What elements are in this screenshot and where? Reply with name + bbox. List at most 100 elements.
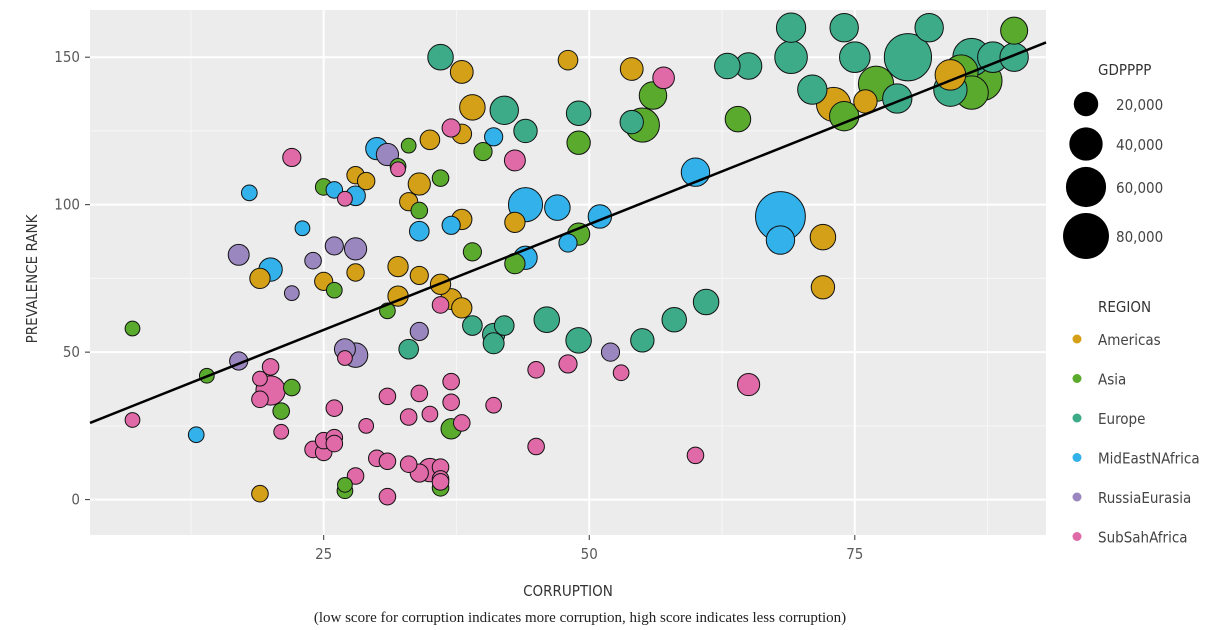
point-americas [251,484,269,503]
point-mideastnafrica [544,194,571,221]
point-subsahafrica [124,412,141,428]
point-asia [325,281,343,299]
region-legend-key [1072,334,1082,344]
point-subsahafrica [378,452,397,471]
size-legend-key [1073,91,1099,117]
point-russiaeurasia [283,285,300,302]
region-legend-label: RussiaEurasia [1098,489,1191,507]
point-europe [692,288,720,316]
point-asia [431,169,450,187]
point-europe [533,306,561,333]
point-subsahafrica [337,350,353,366]
point-americas [459,94,486,121]
point-americas [810,275,836,300]
point-americas [809,223,837,251]
size-legend-title: GDPPPP [1098,61,1151,79]
point-asia [283,378,301,397]
point-subsahafrica [261,358,280,376]
data-points [124,12,1029,506]
size-legend-key [1065,166,1107,208]
point-mideastnafrica [484,127,504,147]
x-tick-label: 75 [846,545,863,563]
point-europe [619,109,644,135]
size-legend-label: 20,000 [1116,96,1163,114]
point-russiaeurasia [324,236,344,256]
region-legend-key [1072,453,1082,462]
color-legend: Americas Asia Europe MidEastNAfrica RussiaEu… [1072,331,1200,547]
x-tick-label: 25 [315,545,332,563]
point-subsahafrica [378,487,397,506]
point-europe [661,306,687,333]
point-subsahafrica [399,408,418,426]
point-subsahafrica [736,372,761,397]
point-subsahafrica [378,387,397,406]
region-legend-label: Americas [1098,331,1161,349]
point-russiaeurasia [343,237,368,261]
point-mideastnafrica [558,233,578,253]
point-russiaeurasia [409,321,429,342]
axes: 25 50 75 0 50 100 150 [54,48,863,563]
region-legend-key [1072,492,1082,502]
point-subsahafrica [485,396,502,414]
point-asia [124,320,141,337]
point-subsahafrica [282,147,302,168]
point-americas [356,171,376,191]
size-legend: 20,000 40,000 60,000 80,000 [1063,91,1163,259]
point-europe [829,12,859,43]
region-legend-label: SubSahAfrica [1098,529,1188,547]
point-subsahafrica [273,423,290,440]
point-asia [462,242,482,262]
point-asia [724,105,752,133]
point-americas [387,255,409,278]
size-legend-label: 40,000 [1116,136,1163,154]
point-europe [489,95,519,125]
point-asia [410,201,429,220]
x-axis-title: CORRUPTION [523,582,613,600]
point-subsahafrica [442,393,460,412]
point-subsahafrica [251,390,269,409]
color-legend-title: REGION [1098,298,1151,316]
region-legend-label: Asia [1098,371,1126,389]
point-subsahafrica [686,446,705,465]
region-legend-key [1072,374,1082,383]
point-americas [451,297,473,319]
point-americas [449,60,474,84]
point-americas [557,49,579,71]
point-americas [504,211,526,234]
point-asia [337,476,353,493]
y-tick-label: 0 [71,491,80,509]
point-europe [914,12,944,43]
point-russiaeurasia [227,243,250,266]
size-legend-key [1069,127,1103,161]
chart-caption: (low score for corruption indicates more… [314,610,846,626]
point-asia [473,141,493,162]
point-mideastnafrica [294,220,311,237]
point-subsahafrica [612,364,630,382]
point-mideastnafrica [765,225,796,255]
point-americas [407,172,431,196]
point-subsahafrica [431,473,450,491]
point-subsahafrica [527,437,545,456]
point-subsahafrica [337,190,353,207]
point-europe [482,332,505,355]
point-asia [638,81,668,110]
region-legend-label: MidEastNAfrica [1098,450,1200,468]
point-europe [797,74,828,105]
point-subsahafrica [431,296,450,314]
point-asia [400,137,417,154]
trend-line [89,41,1047,425]
point-europe [883,33,933,82]
point-europe [427,43,454,71]
y-tick-label: 50 [63,343,80,361]
region-legend-key [1072,532,1082,541]
y-axis-title: PREVALENCE RANK [23,213,41,343]
point-subsahafrica [421,405,439,423]
point-mideastnafrica [187,426,205,444]
point-subsahafrica [503,149,526,172]
point-subsahafrica [442,372,460,391]
point-subsahafrica [652,66,675,90]
point-asia [1000,16,1029,45]
point-europe [462,315,483,336]
region-legend-label: Europe [1098,410,1145,428]
